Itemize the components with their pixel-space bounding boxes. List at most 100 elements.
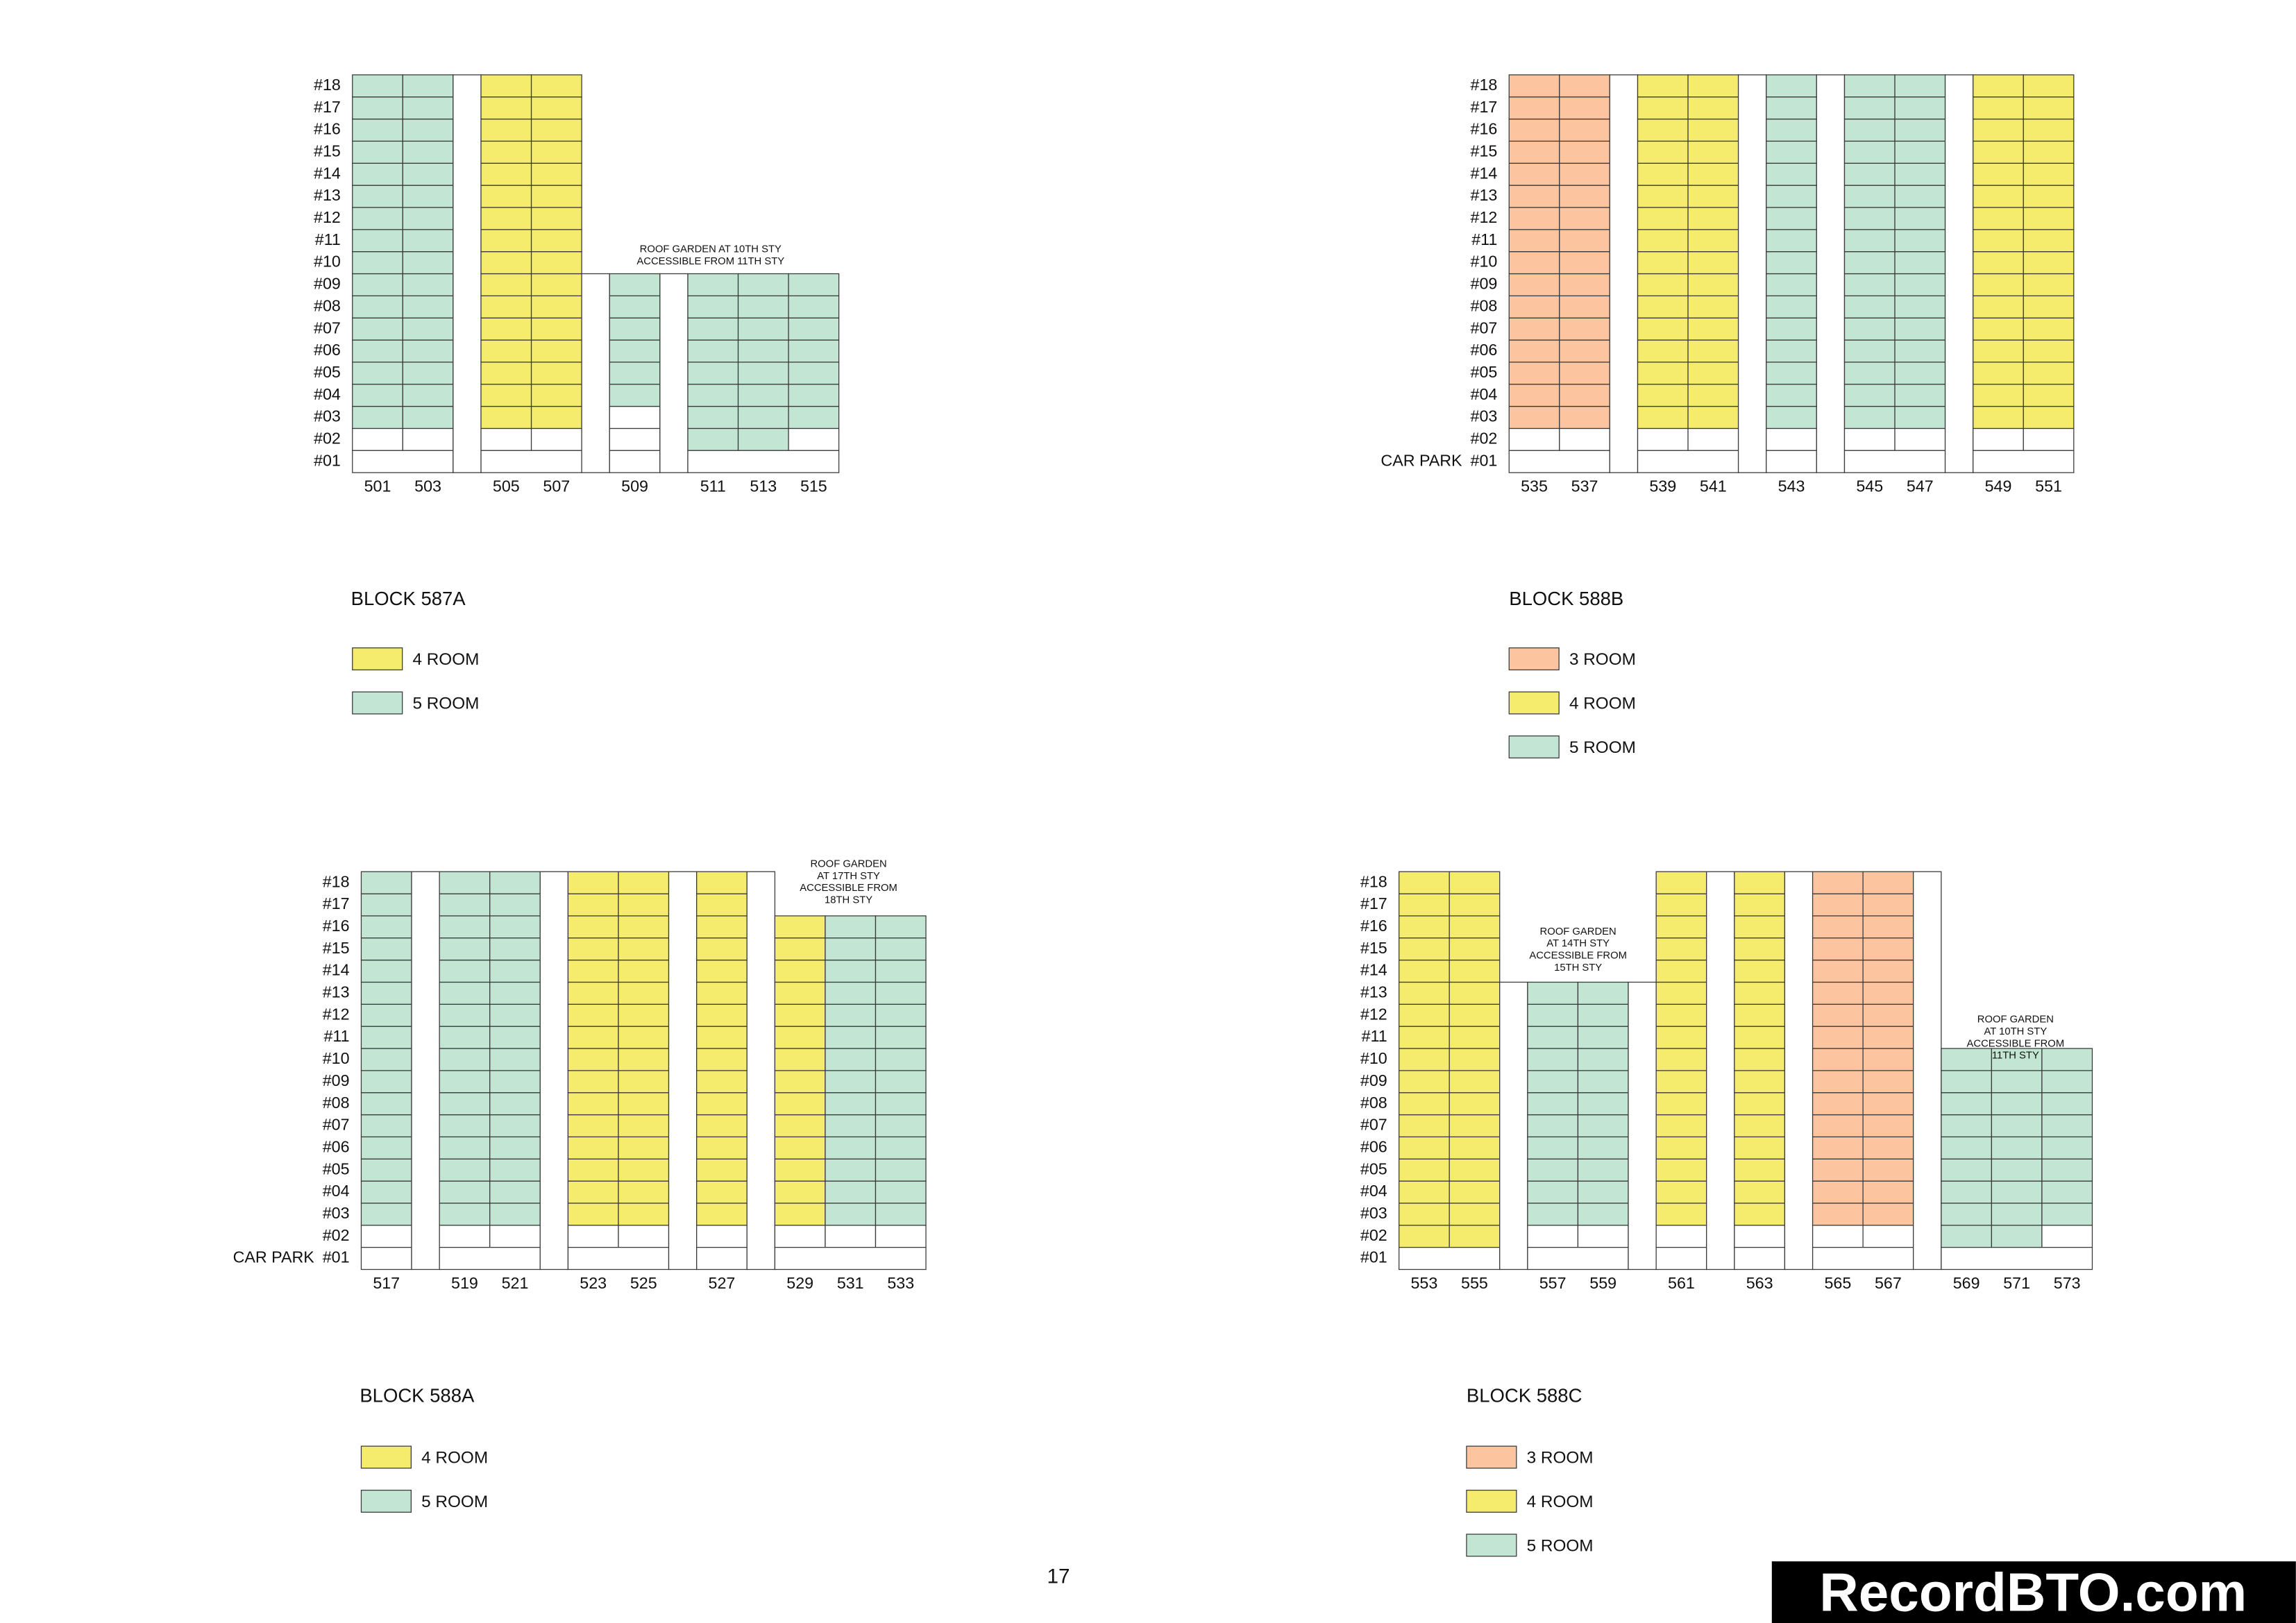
floor-label: #05 — [323, 1159, 350, 1178]
unit-cell — [2041, 1114, 2093, 1138]
unit-cell — [1862, 1070, 1914, 1094]
unit-cell — [1577, 1092, 1629, 1116]
unit-cell — [1843, 339, 1896, 363]
unit-cell — [567, 1048, 619, 1071]
unit-cell — [1449, 1114, 1501, 1138]
unit-cell — [352, 96, 403, 120]
unit-cell — [360, 981, 412, 1005]
unit-cell — [360, 1070, 412, 1094]
empty-cell — [489, 1225, 541, 1248]
unit-cell — [489, 981, 541, 1005]
unit-cell — [1637, 207, 1689, 230]
empty-cell — [1687, 427, 1739, 451]
ground-floor-cell — [696, 1247, 748, 1271]
floor-label: #11 — [1362, 1027, 1387, 1045]
empty-cell — [696, 1225, 748, 1248]
floor-label: #01 — [1471, 451, 1498, 469]
unit-cell — [1734, 1026, 1786, 1049]
unit-cell — [1637, 384, 1689, 407]
unit-cell — [1862, 1158, 1914, 1182]
unit-cell — [1766, 185, 1817, 208]
unit-cell — [1991, 1070, 2043, 1094]
unit-cell — [1559, 384, 1610, 407]
void-column — [1609, 74, 1639, 473]
unit-cell — [1812, 1136, 1864, 1159]
unit-cell — [774, 1203, 826, 1226]
unit-cell — [1766, 384, 1817, 407]
unit-cell — [567, 915, 619, 939]
unit-cell — [1941, 1203, 1993, 1226]
unit-cell — [530, 140, 582, 164]
legend-label: 3 ROOM — [1569, 650, 1636, 669]
void-column — [746, 871, 776, 1271]
roof-garden-note: ACCESSIBLE FROM 11TH STY — [636, 256, 784, 267]
unit-number: 571 — [2003, 1274, 2030, 1292]
unit-cell — [1687, 74, 1739, 98]
ground-floor-cell — [567, 1247, 670, 1271]
floor-label: #16 — [1471, 120, 1498, 138]
floor-label: #01 — [323, 1248, 350, 1266]
empty-cell — [609, 405, 661, 430]
unit-cell — [1637, 339, 1689, 363]
unit-cell — [1449, 1092, 1501, 1116]
floor-label: #13 — [1471, 186, 1498, 204]
unit-cell — [1894, 251, 1946, 275]
unit-cell — [2041, 1092, 2093, 1116]
unit-cell — [530, 295, 582, 318]
floor-label: #18 — [1360, 872, 1387, 890]
unit-cell — [1577, 1136, 1629, 1159]
unit-cell — [875, 1180, 927, 1204]
unit-cell — [2041, 1048, 2093, 1071]
unit-cell — [402, 295, 454, 318]
unit-cell — [1843, 273, 1896, 296]
unit-cell — [825, 1070, 877, 1094]
unit-cell — [1527, 1070, 1579, 1094]
unit-cell — [480, 74, 532, 98]
floor-label: #18 — [1471, 76, 1498, 94]
unit-cell — [1973, 339, 2024, 363]
unit-cell — [567, 1003, 619, 1027]
unit-cell — [1637, 317, 1689, 341]
unit-cell — [609, 295, 661, 318]
unit-cell — [530, 229, 582, 253]
unit-cell — [1941, 1092, 1993, 1116]
floor-label: #12 — [1360, 1005, 1387, 1023]
unit-cell — [439, 1158, 491, 1182]
empty-cell — [1973, 427, 2024, 451]
unit-cell — [1449, 893, 1501, 917]
unit-cell — [737, 273, 789, 296]
unit-number: 573 — [2054, 1274, 2081, 1292]
unit-cell — [489, 1003, 541, 1027]
void-column — [411, 871, 440, 1271]
unit-cell — [2041, 1070, 2093, 1094]
ground-floor-cell — [360, 1247, 412, 1271]
floor-label: #13 — [323, 983, 350, 1001]
unit-cell — [1812, 1003, 1864, 1027]
unit-cell — [1812, 1180, 1864, 1204]
unit-cell — [1399, 937, 1450, 961]
unit-cell — [875, 1026, 927, 1049]
unit-cell — [360, 1203, 412, 1226]
unit-cell — [1508, 362, 1560, 385]
unit-cell — [875, 1070, 927, 1094]
unit-cell — [1508, 162, 1560, 186]
unit-cell — [1862, 1026, 1914, 1049]
unit-cell — [1812, 1026, 1864, 1049]
unit-cell — [1973, 207, 2024, 230]
unit-cell — [696, 1070, 748, 1094]
void-column — [668, 871, 698, 1271]
floor-label: #13 — [314, 186, 341, 204]
unit-cell — [1655, 1048, 1707, 1071]
unit-cell — [1559, 229, 1610, 253]
unit-cell — [875, 915, 927, 939]
unit-cell — [2041, 1136, 2093, 1159]
unit-cell — [618, 1048, 670, 1071]
ground-floor-cell — [1399, 1247, 1501, 1271]
unit-cell — [1862, 1180, 1914, 1204]
unit-cell — [439, 871, 491, 894]
unit-number: 533 — [887, 1274, 914, 1292]
legend-swatch — [360, 1445, 412, 1469]
block-title: BLOCK 587A — [351, 588, 466, 609]
unit-cell — [618, 981, 670, 1005]
unit-cell — [1894, 207, 1946, 230]
